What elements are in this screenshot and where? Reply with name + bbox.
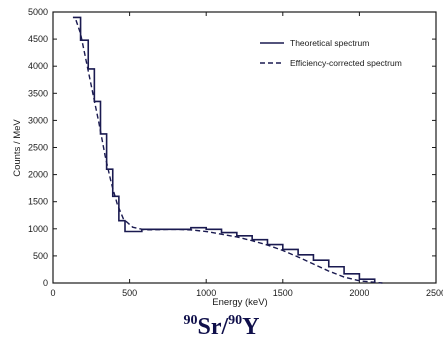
- y-tick-label: 0: [43, 278, 48, 288]
- y-tick-label: 3000: [28, 115, 48, 125]
- series-layer: [72, 16, 383, 284]
- y-tick-label: 1500: [28, 197, 48, 207]
- legend: Theoretical spectrum Efficiency-corrected…: [260, 38, 402, 68]
- y-tick-label: 500: [33, 251, 48, 261]
- y-tick-label: 1000: [28, 224, 48, 234]
- y-tick-label: 3500: [28, 88, 48, 98]
- x-tick-label: 1500: [273, 288, 293, 298]
- legend-label-theoretical: Theoretical spectrum: [290, 38, 369, 48]
- efficiency-corrected-series-line: [75, 19, 383, 284]
- x-tick-label: 0: [50, 288, 55, 298]
- caption-mass-number-2: 90: [228, 313, 243, 328]
- y-tick-label: 4500: [28, 34, 48, 44]
- isotope-caption: 90Sr/90Y: [0, 312, 443, 346]
- x-axis-label: Energy (keV): [212, 297, 267, 308]
- y-tick-label: 4000: [28, 61, 48, 71]
- x-tick-label: 500: [122, 288, 137, 298]
- plot-frame: [52, 11, 437, 284]
- caption-mass-number-1: 90: [183, 313, 198, 328]
- y-tick-label: 5000: [28, 7, 48, 17]
- x-axis: 0 500 1000 1500 2000 2500: [50, 12, 443, 298]
- plot-border: [52, 11, 437, 284]
- y-tick-label: 2500: [28, 143, 48, 153]
- x-tick-label: 1000: [196, 288, 216, 298]
- spectrum-chart: 0500100015002000250030003500400045005000…: [12, 7, 443, 308]
- theoretical-series-line: [72, 16, 376, 283]
- caption-element-1: Sr/: [197, 314, 229, 340]
- x-tick-label: 2500: [426, 288, 443, 298]
- y-axis: 0 500 1000 1500 2000 2500 3000 3500 4000 4500 5000: [28, 7, 436, 288]
- caption-element-2: Y: [242, 314, 260, 340]
- x-tick-label: 2000: [349, 288, 369, 298]
- y-axis-label: Counts / MeV: [12, 119, 23, 177]
- legend-label-efficiency-corrected: Efficiency-corrected spectrum: [290, 58, 402, 68]
- y-tick-label: 2000: [28, 170, 48, 180]
